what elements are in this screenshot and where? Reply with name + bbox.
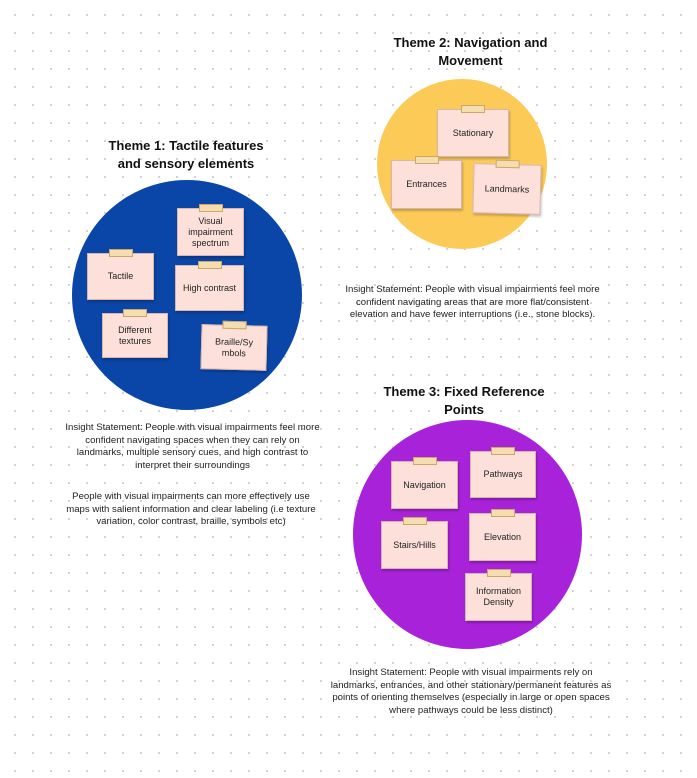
note-label: Information Density <box>475 586 522 607</box>
sticky-note-visual-impairment-spectrum[interactable]: Visual impairment spectrum <box>177 204 244 256</box>
sticky-note-stationary[interactable]: Stationary <box>437 105 509 157</box>
sticky-note-high-contrast[interactable]: High contrast <box>175 261 244 311</box>
tape-icon <box>495 159 520 169</box>
tape-icon <box>402 517 427 525</box>
note-label: Navigation <box>403 479 446 490</box>
sticky-note-pathways[interactable]: Pathways <box>470 447 536 498</box>
note-label: Visual impairment spectrum <box>188 215 233 248</box>
tape-icon <box>491 447 515 455</box>
sticky-note-tactile[interactable]: Tactile <box>87 249 154 300</box>
tape-icon <box>123 309 147 317</box>
sticky-note-entrances[interactable]: Entrances <box>391 156 462 209</box>
tape-icon <box>414 156 439 164</box>
tape-icon <box>198 204 223 212</box>
sticky-note-elevation[interactable]: Elevation <box>469 509 536 561</box>
note-label: Braille/Sy mbols <box>215 336 254 358</box>
note-label: Pathways <box>483 469 523 479</box>
sticky-note-navigation[interactable]: Navigation <box>391 457 458 509</box>
tape-icon <box>222 320 247 330</box>
sticky-note-different-textures[interactable]: Different textures <box>102 309 168 358</box>
tape-icon <box>108 249 133 257</box>
theme3-insight: Insight Statement: People with visual im… <box>330 667 612 716</box>
note-label: Stationary <box>452 127 494 138</box>
theme2-title: Theme 2: Navigation and Movement <box>393 35 548 68</box>
note-label: Tactile <box>107 271 134 281</box>
note-label: Entrances <box>406 179 447 189</box>
theme3-title: Theme 3: Fixed Reference Points <box>383 384 545 417</box>
tape-icon <box>461 105 485 113</box>
tape-icon <box>486 569 511 577</box>
theme1-title: Theme 1: Tactile features and sensory el… <box>108 138 264 171</box>
sticky-note-landmarks[interactable]: Landmarks <box>472 159 542 215</box>
note-label: Elevation <box>483 531 522 542</box>
tape-icon <box>412 457 437 465</box>
theme1-insight: Insight Statement: People with visual im… <box>65 422 320 471</box>
theme1-insight-maps: People with visual impairments can more … <box>66 491 316 527</box>
sticky-note-stairs-hills[interactable]: Stairs/Hills <box>381 517 448 569</box>
tape-icon <box>490 509 515 517</box>
sticky-note-information-density[interactable]: Information Density <box>465 569 532 621</box>
note-label: High contrast <box>182 282 237 293</box>
theme2-insight: Insight Statement: People with visual im… <box>345 284 600 320</box>
note-label: Landmarks <box>484 182 530 195</box>
tape-icon <box>197 261 222 269</box>
note-label: Stairs/Hills <box>393 539 436 550</box>
note-label: Different textures <box>118 324 152 346</box>
sticky-note-braille-symbols[interactable]: Braille/Sy mbols <box>200 320 268 371</box>
